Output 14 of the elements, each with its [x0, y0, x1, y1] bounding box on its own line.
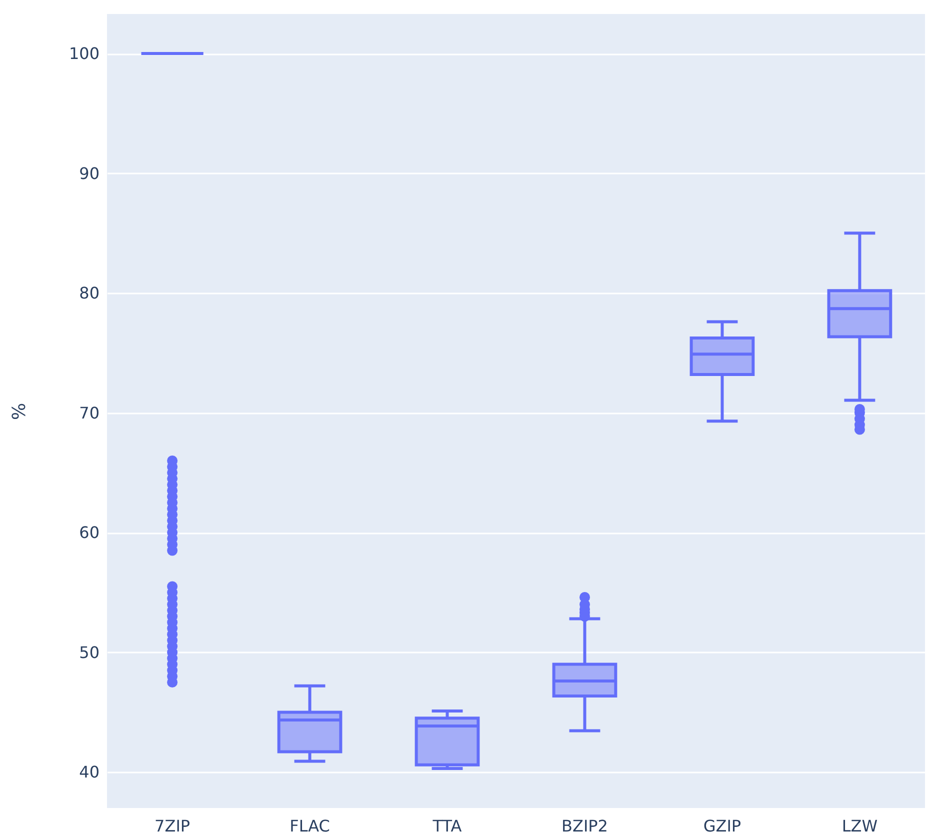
y-tick-label: 60: [79, 523, 100, 542]
y-tick-label: 40: [79, 762, 100, 782]
x-tick-label: TTA: [432, 816, 462, 836]
y-tick-label: 100: [68, 44, 100, 64]
x-tick-label: BZIP2: [561, 816, 608, 836]
y-tick-label: 80: [79, 284, 100, 303]
x-tick-label: GZIP: [703, 816, 742, 836]
x-tick-label: LZW: [842, 816, 878, 836]
y-tick-label: 50: [79, 642, 100, 662]
x-tick-label: 7ZIP: [154, 816, 190, 836]
y-tick-label: 90: [79, 164, 100, 183]
y-tick-label: 70: [79, 403, 100, 422]
x-tick-label: FLAC: [290, 816, 330, 836]
y-axis-title: %: [8, 402, 30, 420]
